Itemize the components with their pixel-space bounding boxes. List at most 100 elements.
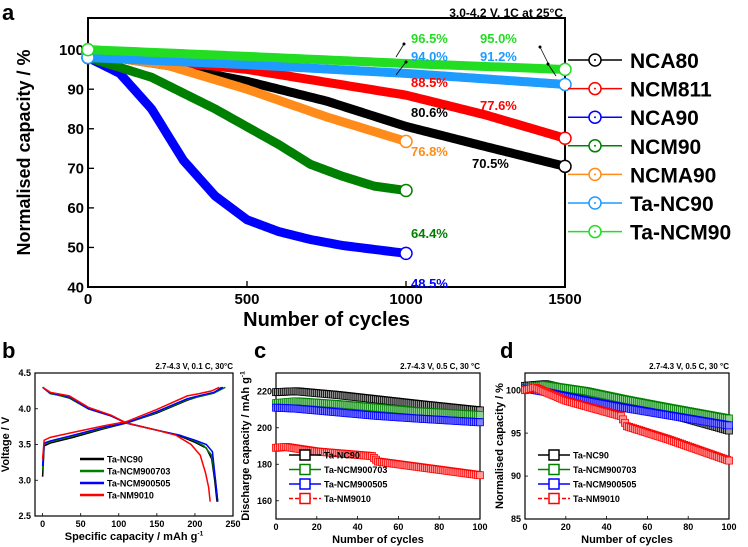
legend-marker (299, 492, 311, 505)
y-tick-label: 85 (511, 514, 521, 524)
x-tick-label: 80 (683, 522, 693, 532)
y-tick-label: 220 (257, 386, 272, 396)
plot-frame (87, 17, 566, 288)
legend-item: Ta-NCM900703 (538, 463, 636, 476)
y-tick-label: 90 (67, 81, 84, 98)
arrow-head (404, 60, 408, 64)
legend-label: Ta-NC90 (324, 451, 360, 461)
legend-label: Ta-NCM900505 (324, 480, 387, 490)
legend-label: NCA80 (630, 50, 699, 73)
x-tick-label: 40 (602, 522, 612, 532)
legend-item: Ta-NCM900703 (80, 467, 170, 477)
x-tick-label: 20 (312, 522, 322, 532)
legend-marker (548, 449, 560, 461)
legend-item: NCMA90 (568, 164, 716, 187)
y-tick-label: 4.5 (18, 368, 31, 378)
y-tick-label: 100 (506, 385, 521, 395)
series-line-nca90 (83, 53, 411, 258)
annotation-label: 80.6% (411, 105, 448, 120)
x-tick-label: 1000 (389, 291, 422, 308)
arrow-head (402, 42, 406, 46)
legend-label: NCM90 (630, 136, 701, 159)
x-tick-label: 20 (561, 522, 571, 532)
legend-label: Ta-NCM900703 (324, 465, 387, 475)
chart-c: 0 20 40 60 80 100 160 180 200 220 Number of cycles… (240, 362, 488, 546)
data-point (81, 42, 95, 57)
annotation-label: 77.6% (480, 98, 517, 113)
legend-item: Ta-NCM90 (568, 222, 731, 245)
legend-item: Ta-NM9010 (289, 492, 371, 505)
legend-item: NCM811 (568, 79, 712, 102)
y-axis-label: Normalised capacity / % (494, 383, 506, 509)
x-tick-label: 250 (225, 519, 240, 529)
legend-label: Ta-NC90 (573, 451, 609, 461)
x-tick-label: 200 (187, 519, 202, 529)
legend-label: Ta-NCM90 (630, 222, 731, 245)
y-axis-label: Discharge capacity / mAh g-1 (240, 371, 252, 521)
y-tick-label: 95 (511, 428, 521, 438)
data-point (558, 62, 572, 77)
annotation-label: 96.5% (411, 31, 448, 46)
x-tick-label: 80 (434, 522, 444, 532)
x-axis-label: Number of cycles (332, 534, 424, 546)
data-point (558, 159, 572, 174)
arrow-line (539, 46, 549, 64)
legend-item: Ta-NCM900505 (80, 479, 170, 489)
series-line-ta-ncm90 (83, 45, 570, 74)
y-tick-label: 180 (257, 459, 272, 469)
chart-title: 2.7-4.3 V, 0.1 C, 30°C (155, 362, 233, 371)
series-line-ta-nc90 (83, 53, 570, 89)
data-point (476, 418, 484, 427)
chart-d: 0 20 40 60 80 100 85 90 95 100 Number of cycles Nor… (494, 362, 737, 546)
panel-label-b: b (2, 338, 15, 363)
arrow-line (395, 43, 405, 58)
x-tick-label: 0 (273, 522, 278, 532)
legend-label: NCA90 (630, 107, 699, 130)
x-tick-label: 100 (472, 522, 487, 532)
x-tick-label: 0 (522, 522, 527, 532)
legend-label: Ta-NM9010 (107, 491, 154, 501)
legend-label: Ta-NM9010 (573, 494, 620, 504)
legend-marker-dot (594, 116, 596, 119)
legend-marker-dot (594, 173, 596, 176)
legend-item: NCM90 (568, 136, 701, 159)
legend-item: Ta-NM9010 (80, 491, 154, 501)
x-tick-label: 0 (84, 291, 92, 308)
x-tick-label: 150 (149, 519, 164, 529)
arrow-head (538, 45, 542, 49)
panel-label-d: d (500, 338, 513, 363)
series-line-ncm90 (83, 53, 411, 195)
legend-marker-dot (594, 202, 596, 204)
arrow-line (395, 61, 407, 76)
annotation-label: 95.0% (480, 31, 517, 46)
x-tick-label: 60 (642, 522, 652, 532)
data-point (476, 411, 484, 419)
annotation-label: 64.4% (411, 226, 448, 241)
legend-item: NCA90 (568, 107, 699, 130)
legend-marker (548, 478, 560, 490)
plot-frame (524, 372, 730, 520)
legend-label: Ta-NCM900505 (107, 479, 170, 489)
x-tick-label: 100 (721, 522, 736, 532)
chart-a: 0 500 1000 1500 40 50 60 70 80 90 100 Number of cyc… (14, 6, 731, 331)
x-axis-label: Specific capacity / mAh g-1 (65, 531, 204, 543)
data-point (399, 246, 413, 261)
data-point (725, 421, 733, 430)
y-tick-label: 50 (67, 240, 84, 257)
legend-marker (299, 478, 311, 490)
x-tick-label: 0 (40, 519, 45, 529)
x-tick-label: 50 (76, 519, 86, 529)
x-tick-label: 1500 (548, 291, 581, 308)
legend-marker-dot (594, 59, 596, 61)
legend-marker-dot (594, 144, 596, 147)
legend-marker-dot (594, 230, 596, 233)
series-ta-ncm900505 (521, 384, 733, 430)
y-tick-label: 3.0 (18, 475, 31, 485)
annotation-label: 48.5% (411, 276, 448, 291)
annotation-label: 88.5% (411, 75, 448, 90)
series-ta-nc90 (272, 387, 484, 415)
data-point (558, 77, 572, 92)
y-tick-label: 4.0 (18, 404, 31, 414)
y-tick-label: 2.5 (18, 511, 31, 521)
chart-title: 3.0-4.2 V, 1C at 25°C (449, 6, 563, 20)
